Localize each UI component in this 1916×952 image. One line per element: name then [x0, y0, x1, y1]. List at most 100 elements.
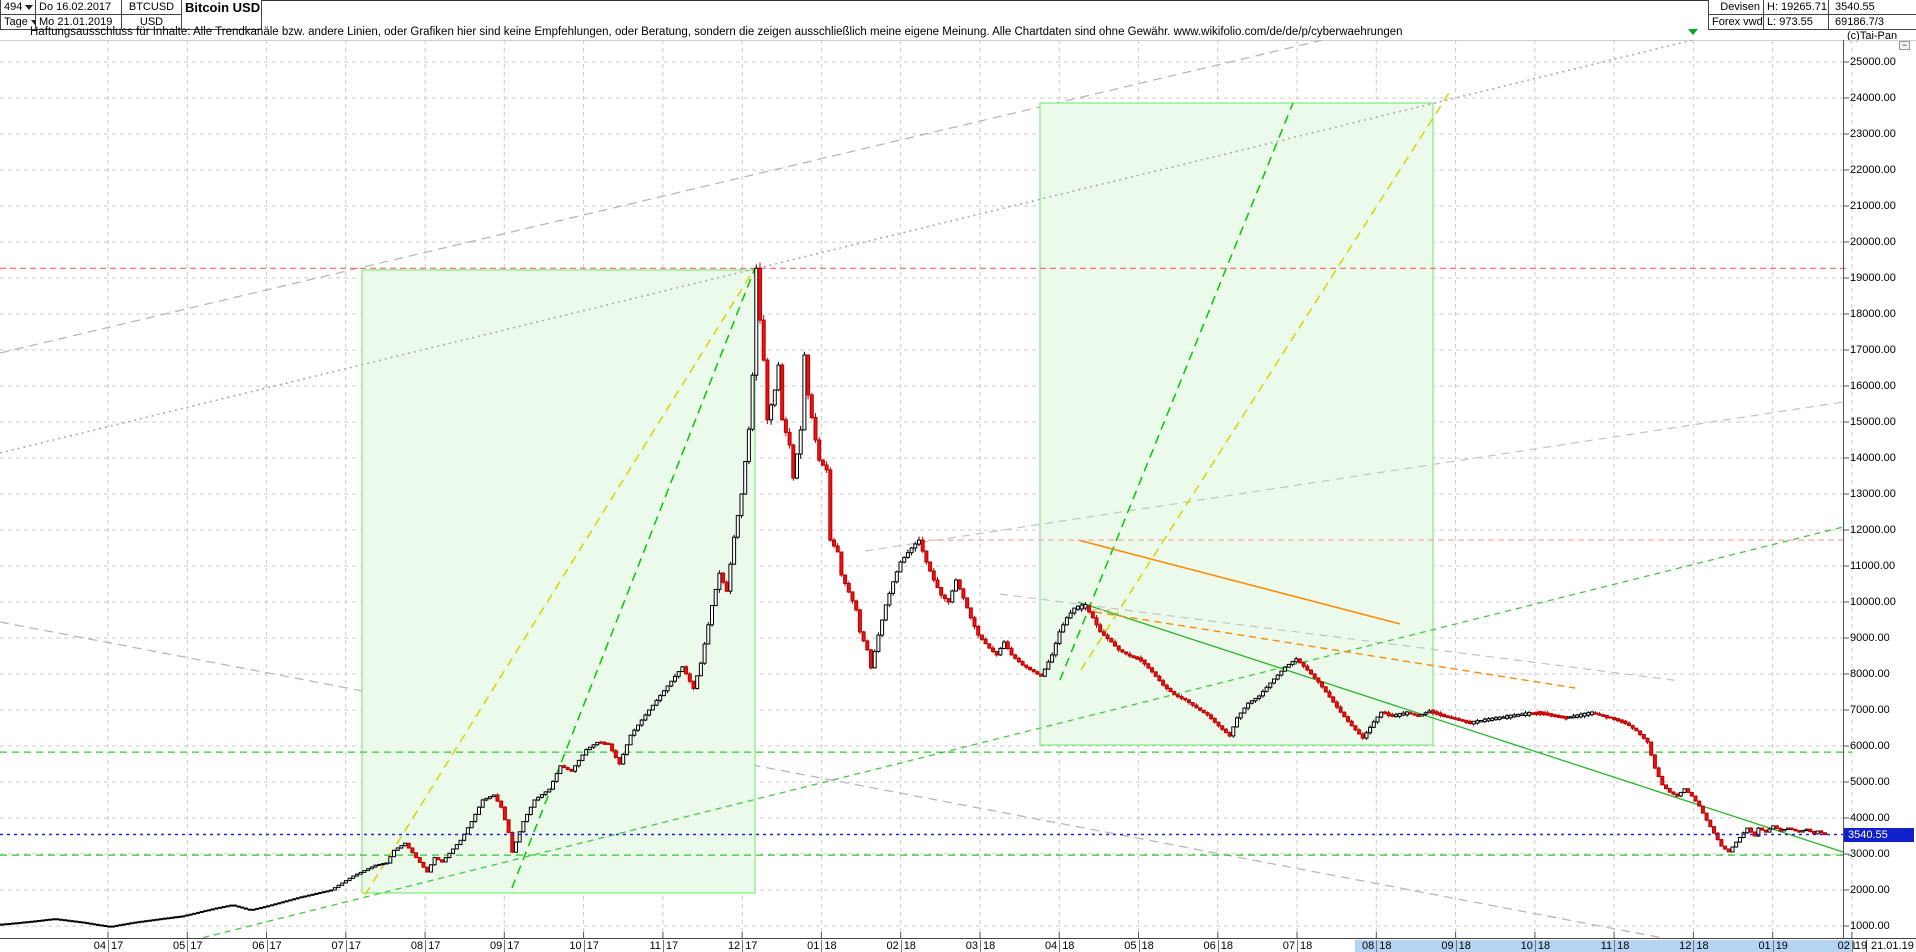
period-low-label: L: 973.55	[1763, 15, 1828, 30]
price-axis-label: 23000.00	[1850, 128, 1896, 140]
price-axis-label: 9000.00	[1850, 632, 1890, 644]
period-value: Tage	[4, 16, 28, 28]
month-label: 06	[252, 940, 265, 952]
month-tick	[1534, 940, 1536, 952]
year-label: 18	[1141, 940, 1154, 952]
month-label: 02	[886, 940, 899, 952]
disclaimer-text: Haftungsausschluss für Inhalte: Alle Tre…	[30, 26, 1403, 38]
year-label: 17	[348, 940, 362, 952]
price-axis-label: 15000.00	[1850, 416, 1896, 428]
year-label: 18	[1458, 940, 1471, 952]
price-chart-canvas[interactable]	[0, 40, 1916, 938]
year-label: 18	[903, 940, 916, 952]
month-tick	[1693, 940, 1695, 952]
year-label: 19	[1854, 940, 1868, 952]
month-tick	[821, 940, 823, 952]
up-down-indicator-icon	[1688, 29, 1698, 35]
month-tick	[1455, 940, 1457, 952]
price-axis-label: 16000.00	[1850, 380, 1896, 392]
year-label: 18	[1696, 940, 1709, 952]
month-label: 11	[1600, 940, 1613, 952]
month-label: 09	[1441, 940, 1454, 952]
price-axis-label: 3000.00	[1850, 848, 1890, 860]
month-tick	[1614, 940, 1616, 952]
bars-count-dropdown[interactable]: 494	[0, 0, 36, 15]
month-tick	[980, 940, 981, 952]
month-tick	[266, 940, 268, 952]
year-label: 17	[507, 940, 520, 952]
price-axis-label: 4000.00	[1850, 812, 1890, 824]
price-axis-label: 21000.00	[1850, 200, 1896, 212]
month-tick	[1851, 940, 1853, 952]
month-tick	[742, 940, 744, 952]
year-label: 19	[1775, 940, 1788, 952]
period-dropdown[interactable]: Tage	[0, 15, 39, 30]
price-axis-label: 24000.00	[1850, 92, 1896, 104]
month-tick	[1376, 940, 1378, 952]
copyright-label: (c)Tai-Pan	[1847, 30, 1898, 42]
year-label: 17	[428, 940, 441, 952]
price-axis-label: 11000.00	[1850, 560, 1896, 572]
instrument-title: Bitcoin USD	[182, 0, 262, 30]
last-tick-prefix: L	[1845, 940, 1867, 952]
month-label: 04	[93, 940, 106, 952]
month-tick	[108, 940, 109, 952]
chevron-down-icon	[30, 19, 39, 25]
month-label: 01	[1758, 940, 1771, 952]
month-label: 08	[410, 940, 424, 952]
price-axis-label: 6000.00	[1850, 740, 1890, 752]
price-axis-label: 2000.00	[1850, 884, 1890, 896]
header-last-price: 3540.55	[1828, 0, 1916, 15]
month-tick	[425, 940, 427, 952]
bars-count-value: 494	[4, 1, 23, 13]
chevron-down-icon	[25, 4, 34, 10]
price-axis-label: 22000.00	[1850, 164, 1896, 176]
month-label: 06	[1203, 940, 1216, 952]
price-axis-label: 14000.00	[1850, 452, 1896, 464]
date-to-field[interactable]: Mo 21.01.2019	[36, 15, 122, 30]
year-label: 18	[1062, 940, 1075, 952]
currency-field: USD	[122, 15, 182, 30]
price-axis-label: 5000.00	[1850, 776, 1890, 788]
year-label: 18	[1300, 940, 1313, 952]
price-axis-border	[1843, 40, 1844, 952]
month-label: 11	[649, 940, 661, 952]
year-label: 17	[111, 940, 124, 952]
year-label: 18	[824, 940, 837, 952]
month-label: 04	[1044, 940, 1058, 952]
month-label: 10	[569, 940, 582, 952]
price-axis-label: 1000.00	[1850, 920, 1890, 932]
symbol-field[interactable]: BTCUSD	[122, 0, 182, 15]
price-axis-label: 10000.00	[1850, 596, 1896, 608]
month-tick	[1772, 940, 1774, 952]
month-label: 08	[1362, 940, 1375, 952]
year-label: 17	[269, 940, 282, 952]
month-tick	[1059, 940, 1061, 952]
price-axis-label: 8000.00	[1850, 668, 1890, 680]
month-tick	[1297, 940, 1298, 952]
time-axis-highlight	[1355, 940, 1853, 952]
time-axis[interactable]: L 21.01.19 04 17 05 17 06 17 07 17 08 17 09 17 10 17 1…	[0, 938, 1916, 952]
month-tick	[1138, 940, 1140, 952]
date-from-field[interactable]: Do 16.02.2017	[36, 0, 122, 15]
collapse-button[interactable]: −	[1899, 41, 1910, 50]
month-tick	[900, 940, 902, 952]
month-label: 12	[727, 940, 741, 952]
year-label: 17	[586, 940, 599, 952]
header-volume: 69186.7/3	[1828, 15, 1916, 30]
year-label: 18	[983, 940, 996, 952]
exchange-label: Devisen	[1708, 0, 1763, 15]
window-top-border	[0, 0, 1916, 1]
year-label: 18	[1220, 940, 1234, 952]
month-tick	[1217, 940, 1219, 952]
month-label: 12	[1679, 940, 1692, 952]
feed-label: Forex vwd	[1708, 15, 1763, 30]
month-tick	[345, 940, 347, 952]
price-axis-label: 19000.00	[1850, 272, 1896, 284]
year-label: 17	[665, 940, 679, 952]
year-label: 17	[190, 940, 203, 952]
month-tick	[662, 940, 664, 952]
month-label: 01	[807, 940, 820, 952]
year-label: 18	[1379, 940, 1392, 952]
